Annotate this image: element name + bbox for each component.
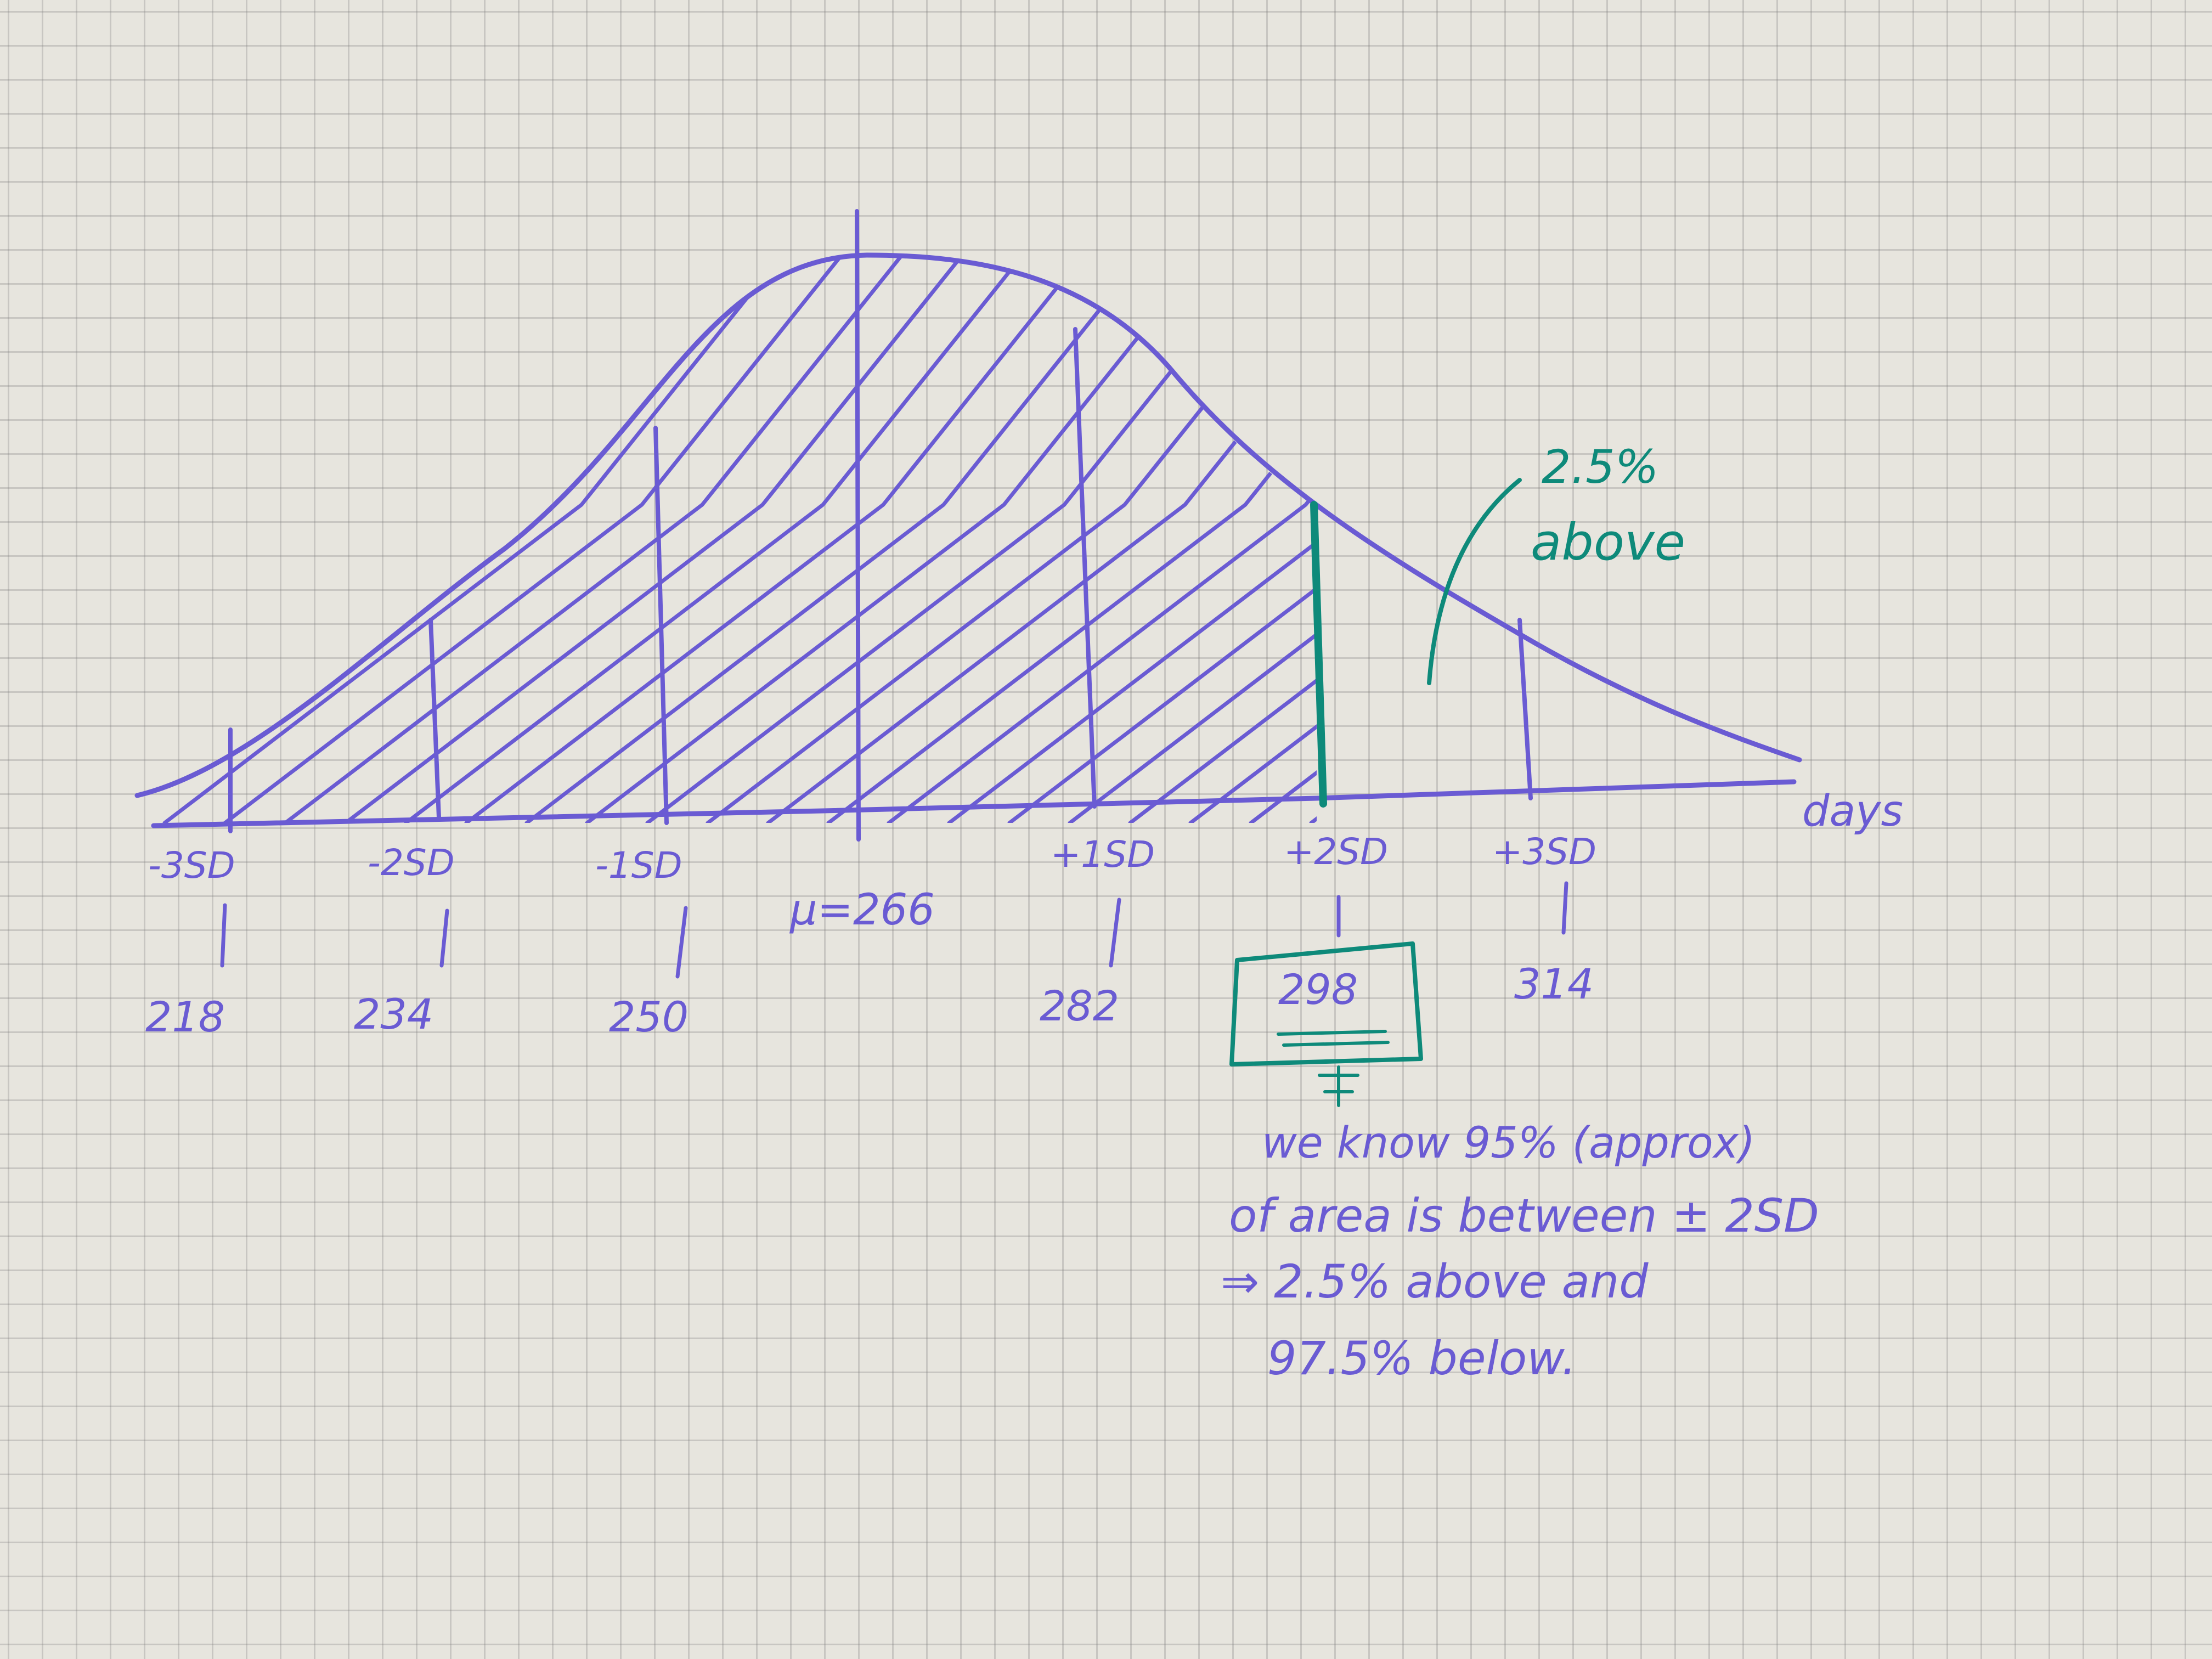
value-minus-3: 218 xyxy=(145,992,225,1041)
sd-label-plus-2: +2SD xyxy=(1284,831,1388,873)
sd-line-minus-2 xyxy=(428,618,441,820)
sd-label-minus-3: -3SD xyxy=(148,844,235,887)
connector-minus-3 xyxy=(220,903,227,968)
sd-line-plus-3 xyxy=(1517,618,1533,800)
value-plus-2: 298 xyxy=(1278,965,1358,1014)
sd-label-minus-2: -2SD xyxy=(368,842,455,884)
axis-label-days: days xyxy=(1802,787,1903,836)
x-axis-line xyxy=(151,779,1797,828)
highlight-box xyxy=(1229,941,1423,1066)
underline-1 xyxy=(1277,1030,1387,1036)
sd-label-plus-1: +1SD xyxy=(1051,833,1155,876)
connector-minus-1 xyxy=(675,906,688,979)
value-plus-3: 314 xyxy=(1514,960,1594,1008)
mean-line xyxy=(855,209,861,842)
value-minus-1: 250 xyxy=(609,992,689,1041)
hatch-stroke xyxy=(766,255,1317,823)
value-plus-1: 282 xyxy=(1040,981,1119,1030)
asterisk-mark xyxy=(1318,1065,1359,1107)
callout-percent: 2.5% xyxy=(1542,440,1658,494)
connector-minus-2 xyxy=(439,909,449,968)
callout-pointer xyxy=(1427,478,1522,685)
hatch-stroke xyxy=(343,255,984,823)
note-line-1: we know 95% (approx) xyxy=(1262,1119,1755,1168)
hatch-stroke xyxy=(223,255,864,823)
hatch-stroke xyxy=(404,255,1045,823)
sd-line-minus-1 xyxy=(653,426,669,825)
mean-label: μ=266 xyxy=(789,885,935,935)
hatch-stroke xyxy=(464,255,1105,823)
sd-label-plus-3: +3SD xyxy=(1492,831,1596,873)
hatch-stroke xyxy=(1007,255,1317,823)
hatch-stroke xyxy=(947,255,1317,823)
underline-2 xyxy=(1282,1041,1390,1047)
note-line-2: of area is between ± 2SD xyxy=(1229,1189,1819,1243)
callout-above: above xyxy=(1531,513,1685,572)
hatch-stroke xyxy=(887,255,1317,823)
normal-curve xyxy=(134,252,1802,798)
hatch-stroke xyxy=(826,255,1317,823)
sd-line-plus-1 xyxy=(1073,327,1097,809)
sd-label-minus-1: -1SD xyxy=(595,844,682,887)
connector-plus-3 xyxy=(1561,881,1568,935)
hatch-stroke xyxy=(162,255,803,823)
hatch-stroke xyxy=(1128,255,1317,823)
note-line-4: 97.5% below. xyxy=(1267,1331,1576,1385)
sd-line-plus-2 xyxy=(1310,501,1327,808)
hatch-stroke xyxy=(1372,230,2008,823)
value-minus-2: 234 xyxy=(354,990,433,1039)
note-line-3: ⇒ 2.5% above and xyxy=(1221,1255,1649,1308)
hatch-stroke xyxy=(1068,255,1317,823)
connector-plus-1 xyxy=(1109,898,1121,968)
hatch-stroke xyxy=(283,255,924,823)
